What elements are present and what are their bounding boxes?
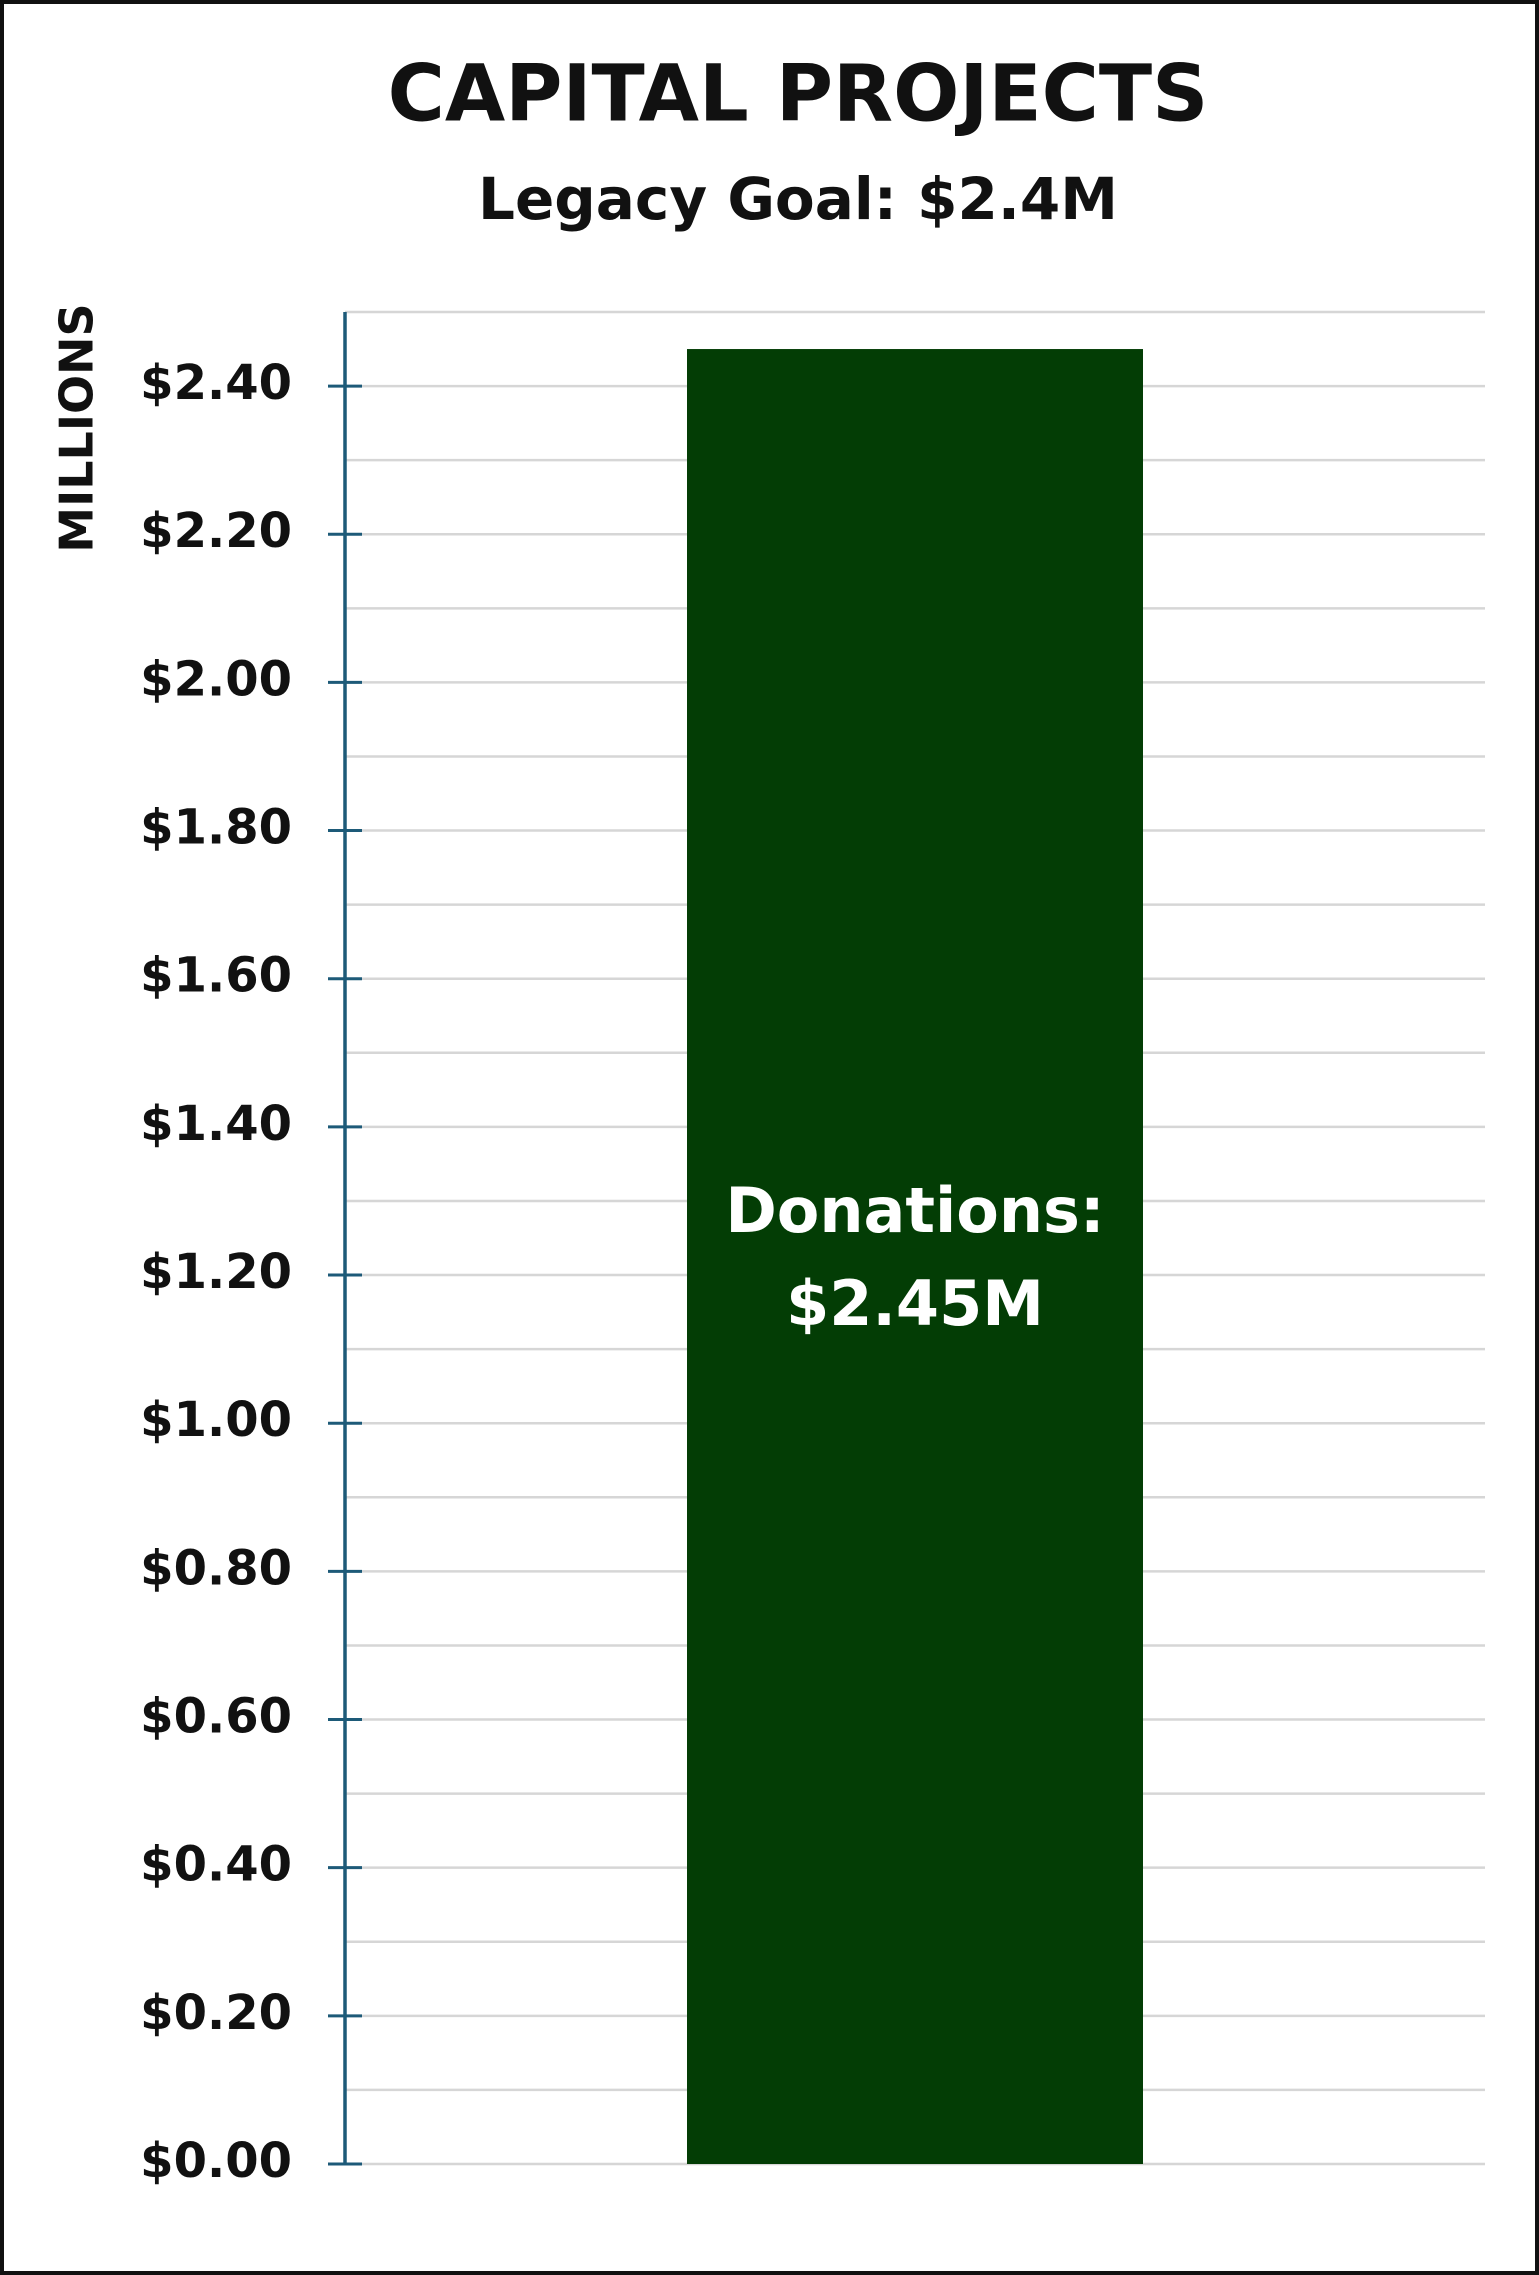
chart-subtitle: Legacy Goal: $2.4M (478, 165, 1118, 233)
y-tick-label: $0.00 (140, 2133, 292, 2189)
bar (687, 349, 1143, 2164)
data-label: Donations: $2.45M (725, 1174, 1104, 1340)
y-tick-label: $1.40 (140, 1096, 292, 1152)
chart-title: CAPITAL PROJECTS (388, 49, 1209, 139)
y-tick-label: $1.80 (140, 800, 292, 856)
y-tick-label: $2.20 (140, 503, 292, 559)
y-tick-label: $1.00 (140, 1392, 292, 1448)
y-axis-label: MILLIONS (50, 303, 104, 552)
y-tick-label: $0.40 (140, 1837, 292, 1893)
y-tick-label: $2.40 (140, 355, 292, 411)
y-tick-label: $0.60 (140, 1689, 292, 1745)
y-tick-label: $0.80 (140, 1540, 292, 1596)
y-tick-label: $2.00 (140, 651, 292, 707)
y-tick-label: $1.60 (140, 948, 292, 1004)
y-tick-label: $0.20 (140, 1985, 292, 2041)
y-tick-label: $1.20 (140, 1244, 292, 1300)
